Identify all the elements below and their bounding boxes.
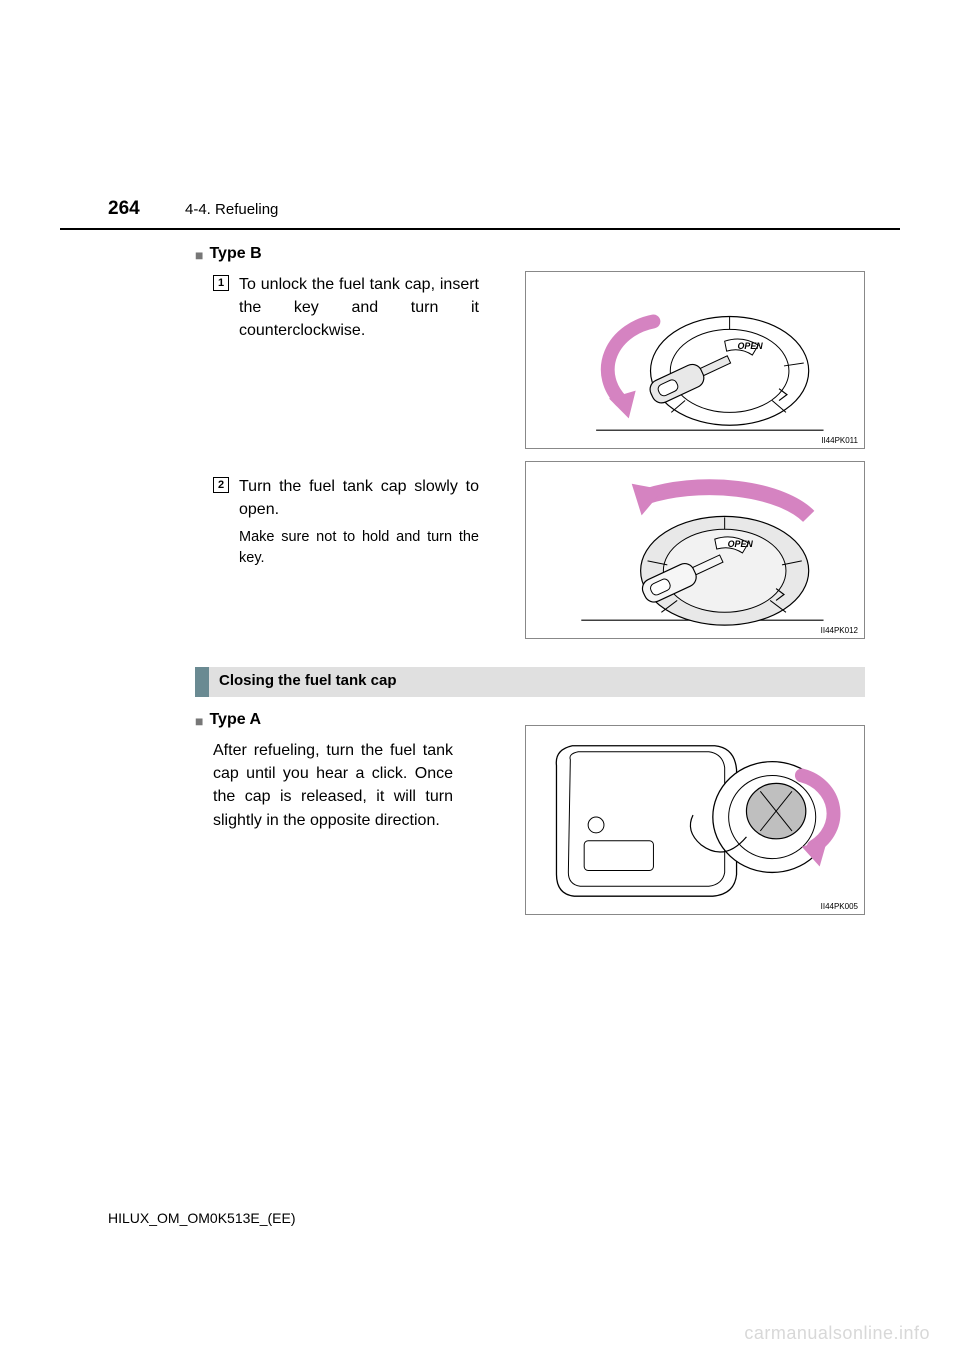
- figure-unlock-cap: OPEN II44PK011: [525, 271, 865, 449]
- open-label-1: OPEN: [738, 341, 764, 351]
- manual-page: 264 4-4. Refueling ■ Type B 1 To unlock …: [0, 0, 960, 1358]
- step-1-text: To unlock the fuel tank cap, insert the …: [239, 273, 479, 343]
- step-2-text: Turn the fuel tank cap slowly to open.: [239, 475, 479, 521]
- figure-turn-cap: OPEN II44PK012: [525, 461, 865, 639]
- page-content: ■ Type B 1 To unlock the fuel tank cap, …: [195, 245, 865, 832]
- closing-section-bar: Closing the fuel tank cap: [195, 667, 865, 697]
- square-bullet-icon: ■: [195, 711, 203, 731]
- figure-code-3: II44PK005: [821, 902, 858, 911]
- section-path: 4-4. Refueling: [185, 201, 278, 218]
- type-a-heading: Type A: [209, 711, 261, 729]
- type-b-heading: Type B: [209, 245, 261, 263]
- step-number-box: 2: [213, 477, 229, 493]
- open-label-2: OPEN: [728, 539, 754, 549]
- closing-heading: Closing the fuel tank cap: [219, 672, 397, 689]
- figure-close-cap: II44PK005: [525, 725, 865, 915]
- watermark: carmanualsonline.info: [744, 1323, 930, 1344]
- page-number: 264: [108, 198, 140, 220]
- square-bullet-icon: ■: [195, 245, 203, 265]
- type-b-heading-row: ■ Type B: [195, 245, 865, 265]
- step-text: To unlock the fuel tank cap, insert the …: [239, 273, 479, 343]
- type-a-paragraph: After refueling, turn the fuel tank cap …: [213, 739, 453, 832]
- footer-code: HILUX_OM_OM0K513E_(EE): [108, 1210, 296, 1226]
- step-number-box: 1: [213, 275, 229, 291]
- section-accent: [195, 667, 209, 697]
- header-rule: [60, 228, 900, 230]
- step-text: Turn the fuel tank cap slowly to open. M…: [239, 475, 479, 569]
- step-2-subtext: Make sure not to hold and turn the key.: [239, 527, 479, 569]
- figure-code-1: II44PK011: [821, 436, 858, 445]
- figure-code-2: II44PK012: [821, 626, 858, 635]
